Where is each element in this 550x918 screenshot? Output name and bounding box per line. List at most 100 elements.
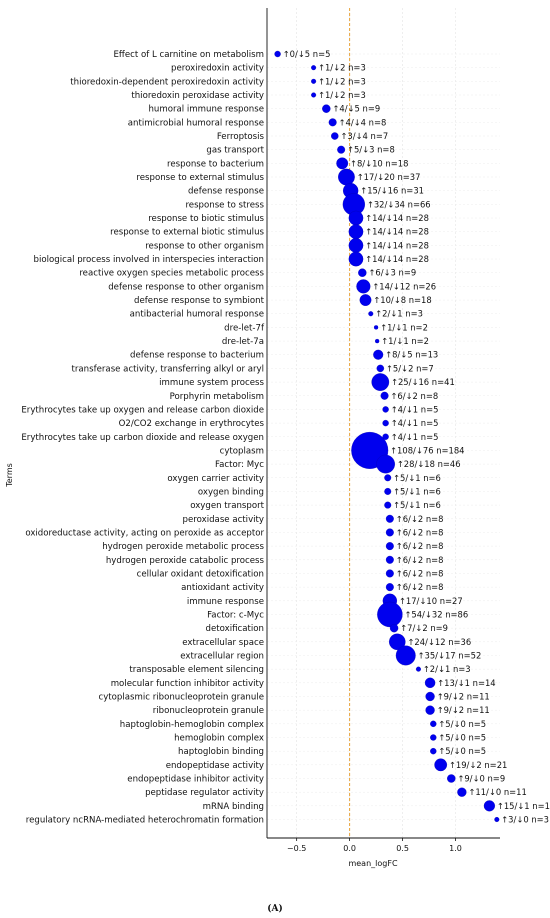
point-annotation: ↑14/↓14 n=28: [365, 227, 429, 237]
point-annotation: ↑6/↓2 n=8: [396, 527, 444, 537]
term-label: ribonucleoprotein granule: [153, 706, 264, 716]
term-labels: Effect of L carnitine on metabolism perox…: [21, 50, 265, 826]
data-point: [311, 78, 317, 84]
point-annotation: ↑24/↓12 n=36: [407, 637, 471, 647]
point-annotation: ↑2/↓1 n=3: [423, 664, 471, 674]
term-label: haptoglobin binding: [178, 747, 264, 757]
term-label: defense response to symbiont: [134, 296, 265, 306]
point-annotation: ↑2/↓1 n=3: [375, 309, 423, 319]
data-point: [385, 555, 394, 564]
point-annotation: ↑4/↓5 n=9: [332, 104, 380, 114]
point-annotation: ↑1/↓1 n=2: [381, 336, 429, 346]
term-label: oxidoreductase activity, acting on perox…: [25, 528, 264, 538]
data-point: [328, 118, 337, 127]
term-label: oxygen carrier activity: [167, 474, 264, 484]
data-point: [311, 65, 317, 71]
data-point: [348, 210, 364, 226]
point-annotation: ↑17/↓20 n=37: [357, 172, 421, 182]
term-label: extracellular region: [180, 651, 264, 661]
point-annotation: ↑5/↓0 n=5: [438, 719, 486, 729]
data-point: [311, 92, 317, 98]
point-annotation: ↑6/↓2 n=8: [396, 582, 444, 592]
term-label: transferase activity, transferring alkyl…: [71, 364, 264, 374]
point-annotation: ↑4/↓4 n=8: [338, 117, 386, 127]
point-annotation: ↑14/↓14 n=28: [365, 240, 429, 250]
data-point: [382, 419, 389, 427]
term-label: hydrogen peroxide metabolic process: [102, 542, 264, 552]
data-point: [389, 623, 399, 633]
point-annotation: ↑14/↓14 n=28: [365, 254, 429, 264]
point-annotation: ↑15/↓1 n=16: [497, 801, 550, 811]
term-label: cellular oxidant detoxification: [137, 569, 264, 579]
x-tick-label: 0.0: [343, 844, 356, 853]
data-point: [424, 677, 436, 689]
term-label: haptoglobin-hemoglobin complex: [120, 720, 264, 730]
term-label: endopeptidase activity: [166, 761, 264, 771]
term-label: antibacterial humoral response: [130, 310, 264, 320]
term-label: immune system process: [159, 378, 264, 388]
data-point: [494, 817, 500, 823]
term-label: transposable element silencing: [129, 665, 264, 675]
data-point: [415, 666, 421, 672]
x-tick-label: 1.0: [449, 844, 462, 853]
data-point: [425, 691, 435, 702]
term-label: dre-let-7f: [224, 323, 265, 333]
data-point: [274, 50, 281, 58]
point-annotation: ↑3/↓0 n=3: [501, 815, 549, 825]
term-label: antimicrobial humoral response: [128, 118, 264, 128]
point-annotation: ↑9/↓2 n=11: [437, 705, 490, 715]
data-point: [359, 294, 372, 306]
point-annotation: ↑14/↓12 n=26: [372, 281, 436, 291]
data-point: [376, 364, 385, 373]
data-point: [385, 528, 394, 537]
x-axis-ticks: −0.5 0.0 0.5 1.0: [287, 838, 462, 853]
x-tick-label: 0.5: [396, 844, 409, 853]
term-label: defense response to bacterium: [130, 351, 264, 361]
point-annotation: ↑5/↓2 n=7: [386, 363, 434, 373]
data-point: [425, 705, 435, 715]
point-annotation: ↑17/↓10 n=27: [399, 596, 463, 606]
data-point: [430, 720, 437, 727]
data-point: [385, 514, 394, 523]
term-label: dre-let-7a: [222, 337, 264, 347]
point-annotation: ↑4/↓1 n=5: [391, 432, 439, 442]
term-label: thioredoxin-dependent peroxiredoxin acti…: [70, 77, 264, 87]
data-point: [430, 734, 437, 741]
point-annotation: ↑1/↓1 n=2: [380, 322, 428, 332]
term-label: response to stress: [185, 200, 264, 210]
point-annotation: ↑4/↓1 n=5: [391, 404, 439, 414]
data-point: [385, 542, 394, 551]
data-point: [358, 268, 367, 277]
term-label: Erythrocytes take up oxygen and release …: [21, 405, 264, 415]
point-annotation: ↑6/↓2 n=8: [396, 568, 444, 578]
data-point: [380, 391, 389, 400]
point-annotation: ↑5/↓1 n=6: [393, 500, 441, 510]
data-point: [331, 132, 339, 140]
point-annotation: ↑1/↓2 n=3: [318, 63, 366, 73]
term-label: Porphyrin metabolism: [170, 392, 264, 402]
data-point: [376, 454, 395, 474]
point-annotation: ↑108/↓76 n=184: [390, 445, 464, 455]
point-annotation: ↑8/↓5 n=13: [385, 350, 438, 360]
data-point: [385, 569, 394, 578]
data-point: [384, 474, 392, 482]
data-point: [389, 633, 406, 651]
point-annotation: ↑5/↓1 n=6: [393, 486, 441, 496]
point-annotation: ↑9/↓0 n=9: [457, 774, 505, 784]
data-point: [374, 338, 380, 344]
term-label: hemoglobin complex: [174, 734, 264, 744]
point-annotation: ↑4/↓1 n=5: [391, 418, 439, 428]
figure-caption: (A): [267, 903, 283, 914]
term-label: thioredoxin peroxidase activity: [131, 91, 264, 101]
point-annotation: ↑6/↓2 n=8: [390, 391, 438, 401]
term-label: oxygen binding: [198, 487, 264, 497]
term-label: response to other organism: [145, 241, 264, 251]
y-axis-title: Terms: [5, 463, 14, 488]
point-annotations: ↑0/↓5 n=5 ↑1/↓2 n=3 ↑1/↓2 n=3 ↑1/↓2 n=3 ↑4/↓…: [283, 49, 550, 825]
data-point: [338, 168, 355, 186]
point-annotation: ↑35/↓17 n=52: [417, 650, 481, 660]
term-label: cytoplasm: [220, 446, 264, 456]
data-point: [385, 583, 394, 592]
data-point: [337, 145, 346, 154]
